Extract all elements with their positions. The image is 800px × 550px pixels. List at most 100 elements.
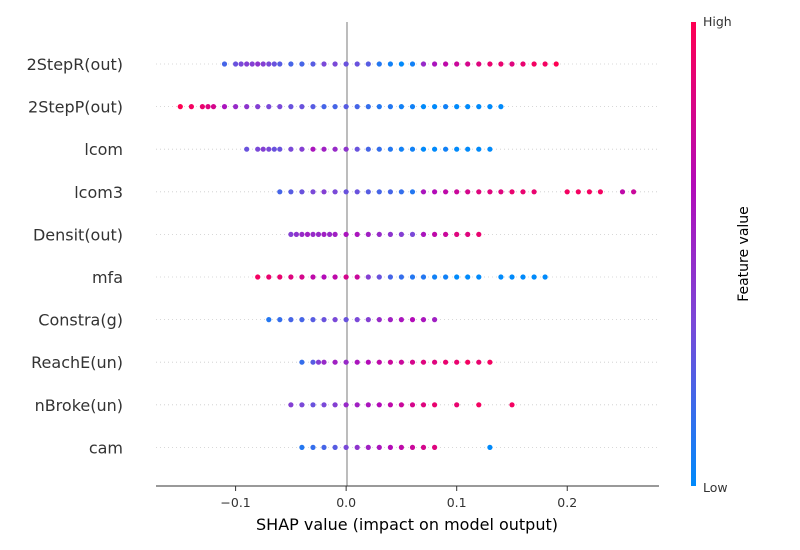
shap-point bbox=[476, 61, 482, 67]
feature-label: 2StepP(out) bbox=[28, 98, 123, 117]
shap-point bbox=[409, 61, 416, 67]
shap-point bbox=[520, 61, 526, 67]
shap-point bbox=[387, 317, 393, 323]
shap-point bbox=[271, 61, 277, 67]
shap-point bbox=[365, 231, 371, 237]
shap-point bbox=[420, 402, 427, 408]
shap-point bbox=[238, 61, 244, 67]
shap-point bbox=[299, 189, 305, 195]
shap-point bbox=[443, 61, 449, 67]
shap-point bbox=[310, 402, 316, 408]
shap-point bbox=[310, 359, 316, 365]
shap-point bbox=[321, 402, 327, 408]
shap-point bbox=[343, 146, 349, 152]
shap-point bbox=[310, 317, 316, 323]
shap-point bbox=[432, 274, 438, 280]
shap-point bbox=[332, 104, 338, 110]
shap-point bbox=[343, 61, 349, 67]
shap-point bbox=[365, 146, 371, 152]
shap-point bbox=[509, 402, 515, 408]
shap-point bbox=[476, 189, 482, 195]
shap-point bbox=[398, 317, 404, 323]
shap-point bbox=[465, 146, 471, 152]
shap-point bbox=[498, 61, 504, 67]
shap-point bbox=[299, 317, 305, 323]
shap-point bbox=[487, 146, 493, 152]
shap-point bbox=[354, 402, 360, 408]
shap-point bbox=[365, 189, 371, 195]
shap-point bbox=[498, 189, 504, 195]
shap-point bbox=[221, 104, 228, 110]
shap-point bbox=[420, 231, 427, 237]
shap-point bbox=[310, 274, 316, 280]
shap-point bbox=[376, 317, 382, 323]
shap-point bbox=[398, 61, 404, 67]
feature-label: 2StepR(out) bbox=[27, 55, 123, 74]
shap-point bbox=[299, 231, 305, 237]
shap-point bbox=[266, 317, 272, 323]
shap-point bbox=[255, 104, 261, 110]
shap-point bbox=[321, 61, 327, 67]
shap-point bbox=[409, 359, 416, 365]
shap-point bbox=[277, 189, 283, 195]
shap-point bbox=[288, 402, 294, 408]
x-tick-label: −0.1 bbox=[220, 495, 250, 510]
shap-point bbox=[332, 359, 338, 365]
shap-point bbox=[315, 359, 322, 365]
shap-point bbox=[376, 146, 382, 152]
row-gridlines bbox=[156, 63, 659, 448]
shap-point bbox=[476, 402, 482, 408]
shap-point bbox=[465, 189, 471, 195]
shap-point bbox=[398, 359, 404, 365]
shap-point bbox=[476, 359, 482, 365]
shap-point bbox=[365, 104, 371, 110]
shap-point bbox=[487, 104, 493, 110]
x-tick-label: 0.0 bbox=[336, 495, 356, 510]
shap-point bbox=[288, 146, 294, 152]
shap-point bbox=[310, 189, 316, 195]
shap-point bbox=[343, 274, 349, 280]
shap-point bbox=[443, 231, 449, 237]
shap-point bbox=[365, 274, 371, 280]
shap-point bbox=[387, 61, 393, 67]
shap-point bbox=[432, 231, 438, 237]
feature-label: ReachE(un) bbox=[31, 353, 123, 372]
shap-point bbox=[420, 189, 427, 195]
shap-point bbox=[365, 61, 371, 67]
shap-point bbox=[288, 61, 294, 67]
shap-point bbox=[277, 317, 283, 323]
shap-point bbox=[332, 146, 338, 152]
shap-point bbox=[420, 104, 427, 110]
shap-point bbox=[354, 61, 360, 67]
shap-point bbox=[454, 274, 460, 280]
shap-point bbox=[299, 274, 305, 280]
shap-point bbox=[432, 61, 438, 67]
shap-point bbox=[288, 274, 294, 280]
shap-point bbox=[321, 274, 327, 280]
shap-point bbox=[432, 189, 438, 195]
shap-point bbox=[321, 444, 327, 450]
shap-point bbox=[376, 231, 382, 237]
shap-point bbox=[619, 189, 626, 195]
colorbar-high-label: High bbox=[703, 14, 732, 29]
shap-point bbox=[266, 274, 272, 280]
shap-point bbox=[398, 231, 404, 237]
feature-label: cam bbox=[89, 438, 123, 457]
shap-point bbox=[487, 444, 493, 450]
shap-point bbox=[354, 317, 360, 323]
shap-point bbox=[476, 146, 482, 152]
data-points bbox=[177, 61, 637, 450]
shap-point bbox=[553, 61, 559, 67]
shap-point bbox=[465, 104, 471, 110]
feature-label: nBroke(un) bbox=[35, 396, 123, 415]
shap-point bbox=[321, 146, 327, 152]
shap-point bbox=[343, 231, 349, 237]
shap-point bbox=[304, 231, 311, 237]
shap-point bbox=[387, 274, 393, 280]
shap-point bbox=[221, 61, 228, 67]
shap-point bbox=[277, 274, 283, 280]
shap-point bbox=[327, 231, 333, 237]
shap-point bbox=[387, 231, 393, 237]
shap-point bbox=[376, 359, 382, 365]
